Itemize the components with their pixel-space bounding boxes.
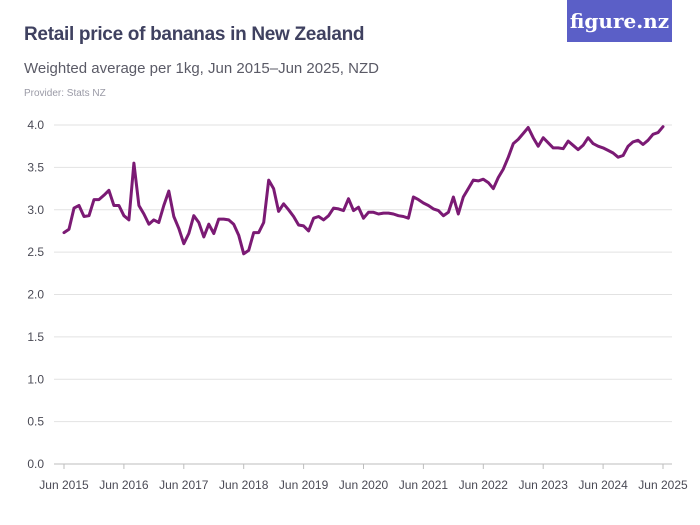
x-tick-label: Jun 2021 bbox=[399, 478, 449, 492]
y-tick-label: 2.0 bbox=[27, 288, 44, 302]
chart-subtitle: Weighted average per 1kg, Jun 2015–Jun 2… bbox=[24, 60, 379, 77]
price-series-line bbox=[62, 125, 665, 256]
y-tick-label: 0.0 bbox=[27, 457, 44, 471]
figure-nz-logo[interactable]: figure.nz bbox=[567, 0, 672, 42]
y-tick-label: 4.0 bbox=[27, 118, 44, 132]
x-tick-label: Jun 2019 bbox=[279, 478, 329, 492]
x-tick-label: Jun 2023 bbox=[519, 478, 569, 492]
x-tick-label: Jun 2015 bbox=[39, 478, 89, 492]
x-tick-label: Jun 2024 bbox=[578, 478, 628, 492]
y-tick-label: 1.5 bbox=[27, 330, 44, 344]
x-tick-label: Jun 2020 bbox=[339, 478, 389, 492]
x-tick-label: Jun 2017 bbox=[159, 478, 209, 492]
y-tick-label: 3.5 bbox=[27, 160, 44, 174]
x-tick-label: Jun 2022 bbox=[459, 478, 509, 492]
y-tick-label: 3.0 bbox=[27, 203, 44, 217]
x-tick-label: Jun 2018 bbox=[219, 478, 269, 492]
x-tick-label: Jun 2025 bbox=[638, 478, 688, 492]
y-tick-label: 2.5 bbox=[27, 245, 44, 259]
y-tick-label: 0.5 bbox=[27, 415, 44, 429]
y-tick-label: 1.0 bbox=[27, 372, 44, 386]
chart-title: Retail price of bananas in New Zealand bbox=[24, 24, 365, 45]
x-tick-label: Jun 2016 bbox=[99, 478, 149, 492]
provider-note: Provider: Stats NZ bbox=[24, 88, 106, 99]
